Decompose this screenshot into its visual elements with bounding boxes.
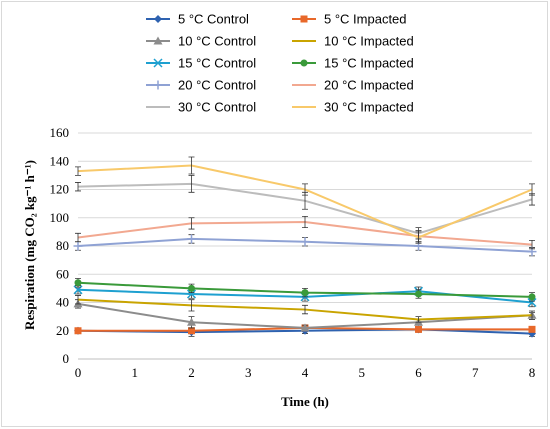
x-tick-label: 1	[132, 365, 139, 380]
y-tick-label: 20	[56, 323, 69, 338]
error-bar	[415, 231, 422, 244]
y-tick-label: 120	[50, 182, 70, 197]
data-point	[188, 284, 195, 292]
legend-label: 5 °C Control	[178, 12, 249, 27]
legend-item: 10 °C Impacted	[292, 34, 414, 49]
legend-item: 30 °C Impacted	[292, 100, 414, 115]
data-point	[188, 327, 195, 335]
legend-label: 15 °C Control	[178, 56, 256, 71]
error-bar	[529, 310, 535, 320]
x-tick-label: 5	[359, 365, 366, 380]
x-tick-label: 3	[245, 365, 252, 380]
error-bar	[75, 232, 81, 243]
x-tick-labels: 0 1 2 3 4 5 6 7 8	[75, 365, 536, 380]
data-point	[187, 317, 196, 326]
legend-label: 20 °C Control	[178, 78, 256, 93]
error-bar	[75, 166, 81, 176]
data-point	[74, 279, 82, 287]
legend-label: 30 °C Impacted	[324, 100, 414, 115]
error-bar	[415, 316, 422, 323]
data-point	[415, 325, 422, 333]
x-axis-title: Time (h)	[281, 394, 329, 409]
data-point	[187, 234, 196, 244]
y-tick-label: 140	[50, 153, 70, 168]
series-15-c-impacted	[74, 278, 536, 302]
error-bar	[302, 304, 308, 315]
y-axis-title: Respiration (mg CO₂ kg⁻¹ h⁻¹)	[22, 160, 37, 330]
x-tick-label: 4	[302, 365, 309, 380]
x-tick-label: 0	[75, 365, 82, 380]
y-tick-label: 60	[56, 266, 69, 281]
x-tick-label: 2	[188, 365, 195, 380]
error-bar	[75, 182, 81, 192]
data-point	[73, 241, 83, 251]
legend-label: 10 °C Impacted	[324, 34, 414, 49]
legend-item: 30 °C Control	[146, 100, 256, 115]
y-tick-label: 160	[50, 125, 70, 140]
legend-item: 20 °C Control	[146, 78, 256, 93]
data-point	[74, 327, 82, 335]
legend-label: 15 °C Impacted	[324, 56, 414, 71]
data-point	[527, 297, 537, 308]
y-tick-label: 0	[63, 351, 70, 366]
y-tick-label: 80	[56, 238, 69, 253]
legend-label: 5 °C Impacted	[324, 12, 407, 27]
legend-marker	[154, 15, 162, 23]
legend-label: 30 °C Control	[178, 100, 256, 115]
legend-item: 5 °C Control	[146, 12, 249, 27]
series-10-c-impacted	[75, 295, 535, 323]
error-bar	[188, 299, 195, 312]
data-point	[301, 289, 309, 297]
series-30-c-impacted	[75, 156, 535, 244]
y-tick-labels: 0 20 40 60 80 100 120 140 160	[50, 125, 70, 366]
error-bar	[302, 215, 308, 229]
error-bar	[188, 156, 195, 175]
legend-item: 5 °C Impacted	[292, 12, 407, 27]
y-tick-label: 100	[50, 210, 70, 225]
data-point	[528, 293, 536, 301]
legend-marker	[153, 80, 163, 90]
error-bar	[529, 239, 535, 250]
data-point	[415, 290, 422, 298]
error-bar	[188, 217, 195, 230]
legend-marker	[300, 15, 308, 23]
error-bar	[302, 183, 308, 196]
legend: 5 °C Control 5 °C Impacted 10 °C Control 10…	[146, 12, 414, 115]
error-bar	[529, 183, 535, 196]
x-tick-label: 8	[529, 365, 536, 380]
series-20-c-control	[73, 234, 537, 257]
x-tick-label: 7	[472, 365, 479, 380]
legend-marker	[153, 36, 163, 45]
error-bar	[75, 295, 81, 305]
legend-item: 15 °C Impacted	[292, 56, 414, 71]
legend-marker	[153, 58, 163, 68]
legend-item: 20 °C Impacted	[292, 78, 414, 93]
y-tick-label: 40	[56, 295, 69, 310]
data-point	[186, 289, 197, 299]
data-point	[300, 323, 310, 332]
series-lines	[73, 156, 537, 338]
error-bar	[188, 174, 195, 193]
legend-marker	[300, 59, 308, 67]
legend-item: 15 °C Control	[146, 56, 256, 71]
x-tick-label: 6	[415, 365, 422, 380]
legend-item: 10 °C Control	[146, 34, 256, 49]
series-10-c-control	[73, 299, 537, 332]
legend-label: 10 °C Control	[178, 34, 256, 49]
legend-label: 20 °C Impacted	[324, 78, 414, 93]
data-point	[528, 325, 536, 333]
data-point	[300, 237, 310, 247]
